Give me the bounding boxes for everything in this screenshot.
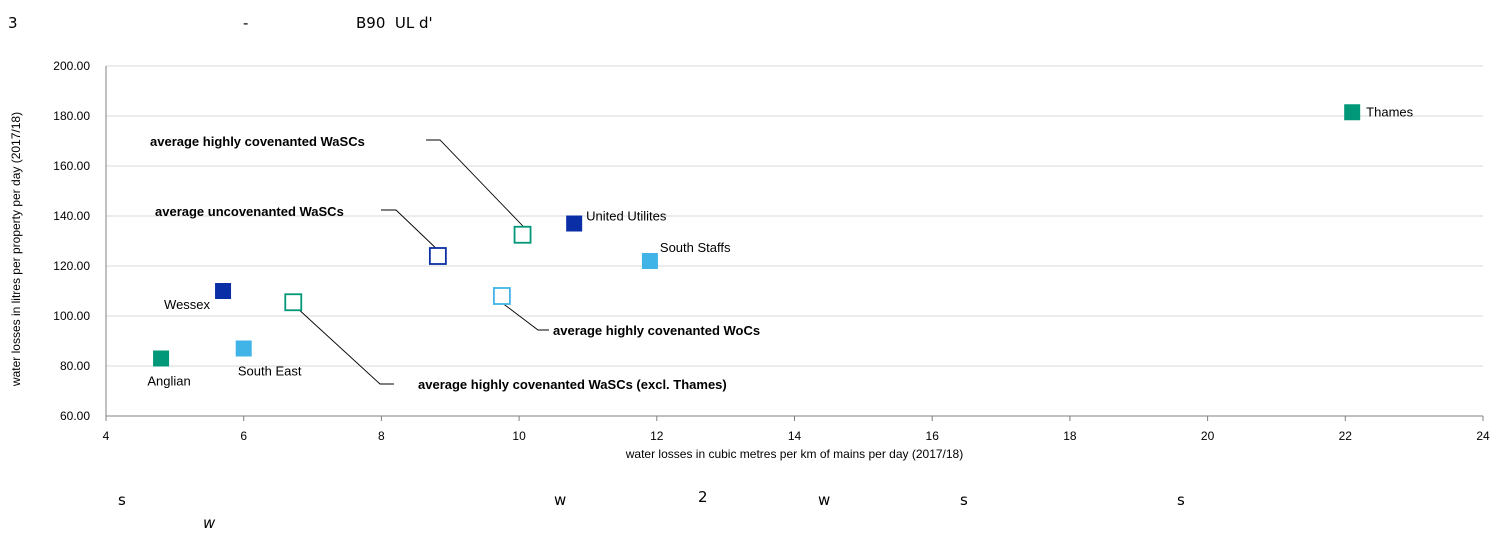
footer-fragment-6: s — [1177, 491, 1185, 509]
point-0 — [1344, 104, 1361, 121]
header-fragment-3: B90 UL d' — [356, 14, 433, 32]
leader-line-1 — [381, 209, 439, 251]
point-3 — [215, 283, 232, 299]
x-tick-5: 14 — [788, 429, 802, 443]
x-tick-10: 24 — [1476, 429, 1490, 443]
axes — [105, 66, 1484, 421]
annotation-1: average uncovenanted WaSCs — [155, 204, 344, 219]
y-tick-2: 100.00 — [53, 309, 90, 323]
point-1 — [566, 215, 583, 232]
x-tick-3: 10 — [512, 429, 526, 443]
footer-fragment-2: w — [554, 491, 567, 509]
point-2 — [641, 253, 658, 269]
point-5 — [153, 350, 170, 367]
annotation-0: average highly covenanted WaSCs — [150, 134, 365, 149]
footer-fragment-3: 2 — [698, 488, 708, 506]
x-tick-labels: 4 6 8 10 12 14 16 18 20 22 24 — [103, 429, 1490, 443]
footer-fragment-1: s — [118, 491, 126, 509]
leader-line-3 — [295, 306, 394, 385]
x-tick-8: 20 — [1201, 429, 1215, 443]
point-label-0: Thames — [1366, 104, 1413, 119]
annotation-leader-lines — [295, 139, 549, 385]
x-tick-7: 18 — [1063, 429, 1077, 443]
x-tick-2: 8 — [378, 429, 385, 443]
annotation-labels: average highly covenanted WaSCs average u… — [150, 134, 760, 392]
x-tick-6: 16 — [926, 429, 940, 443]
annotation-3: average highly covenanted WaSCs (excl. T… — [418, 377, 727, 392]
x-tick-0: 4 — [103, 429, 110, 443]
point-label-4: South East — [238, 364, 302, 379]
y-tick-6: 180.00 — [53, 109, 90, 123]
x-tick-4: 12 — [650, 429, 664, 443]
header-fragment-1: 3 — [8, 14, 18, 32]
leader-line-2 — [500, 301, 549, 331]
x-tick-9: 22 — [1339, 429, 1353, 443]
y-tick-3: 120.00 — [53, 259, 90, 273]
footer-fragment-4: w — [818, 491, 831, 509]
y-tick-7: 200.00 — [53, 59, 90, 73]
y-tick-labels: 60.00 80.00 100.00 120.00 140.00 160.00 180.00… — [53, 59, 90, 423]
point-8 — [492, 287, 511, 305]
header-fragment-2: - — [243, 14, 249, 32]
point-7 — [428, 247, 447, 265]
leader-line-0 — [426, 139, 525, 229]
point-label-1: United Utilites — [586, 209, 667, 224]
x-axis-title: water losses in cubic metres per km of m… — [625, 447, 963, 461]
gridlines — [106, 65, 1483, 417]
point-9 — [284, 293, 303, 312]
y-tick-4: 140.00 — [53, 209, 90, 223]
y-axis-title: water losses in litres per property per … — [9, 112, 23, 387]
x-tick-1: 6 — [240, 429, 247, 443]
point-6 — [513, 225, 532, 244]
annotation-2: average highly covenanted WoCs — [553, 323, 760, 338]
y-tick-5: 160.00 — [53, 159, 90, 173]
point-label-2: South Staffs — [660, 240, 731, 255]
point-label-5: Anglian — [147, 374, 190, 389]
y-tick-0: 60.00 — [60, 409, 90, 423]
point-labels: Thames United Utilites South Staffs Wessex S… — [147, 104, 1413, 388]
point-label-3: Wessex — [164, 297, 210, 312]
y-tick-1: 80.00 — [60, 359, 90, 373]
footer-fragment-5: s — [960, 491, 968, 509]
scatter-chart: 4 6 8 10 12 14 16 18 20 22 24 60.00 80.00 100.00 120.… — [9, 59, 1490, 461]
point-4 — [235, 340, 252, 357]
footer-fragment-7: w — [203, 514, 216, 532]
data-points — [153, 104, 1361, 367]
